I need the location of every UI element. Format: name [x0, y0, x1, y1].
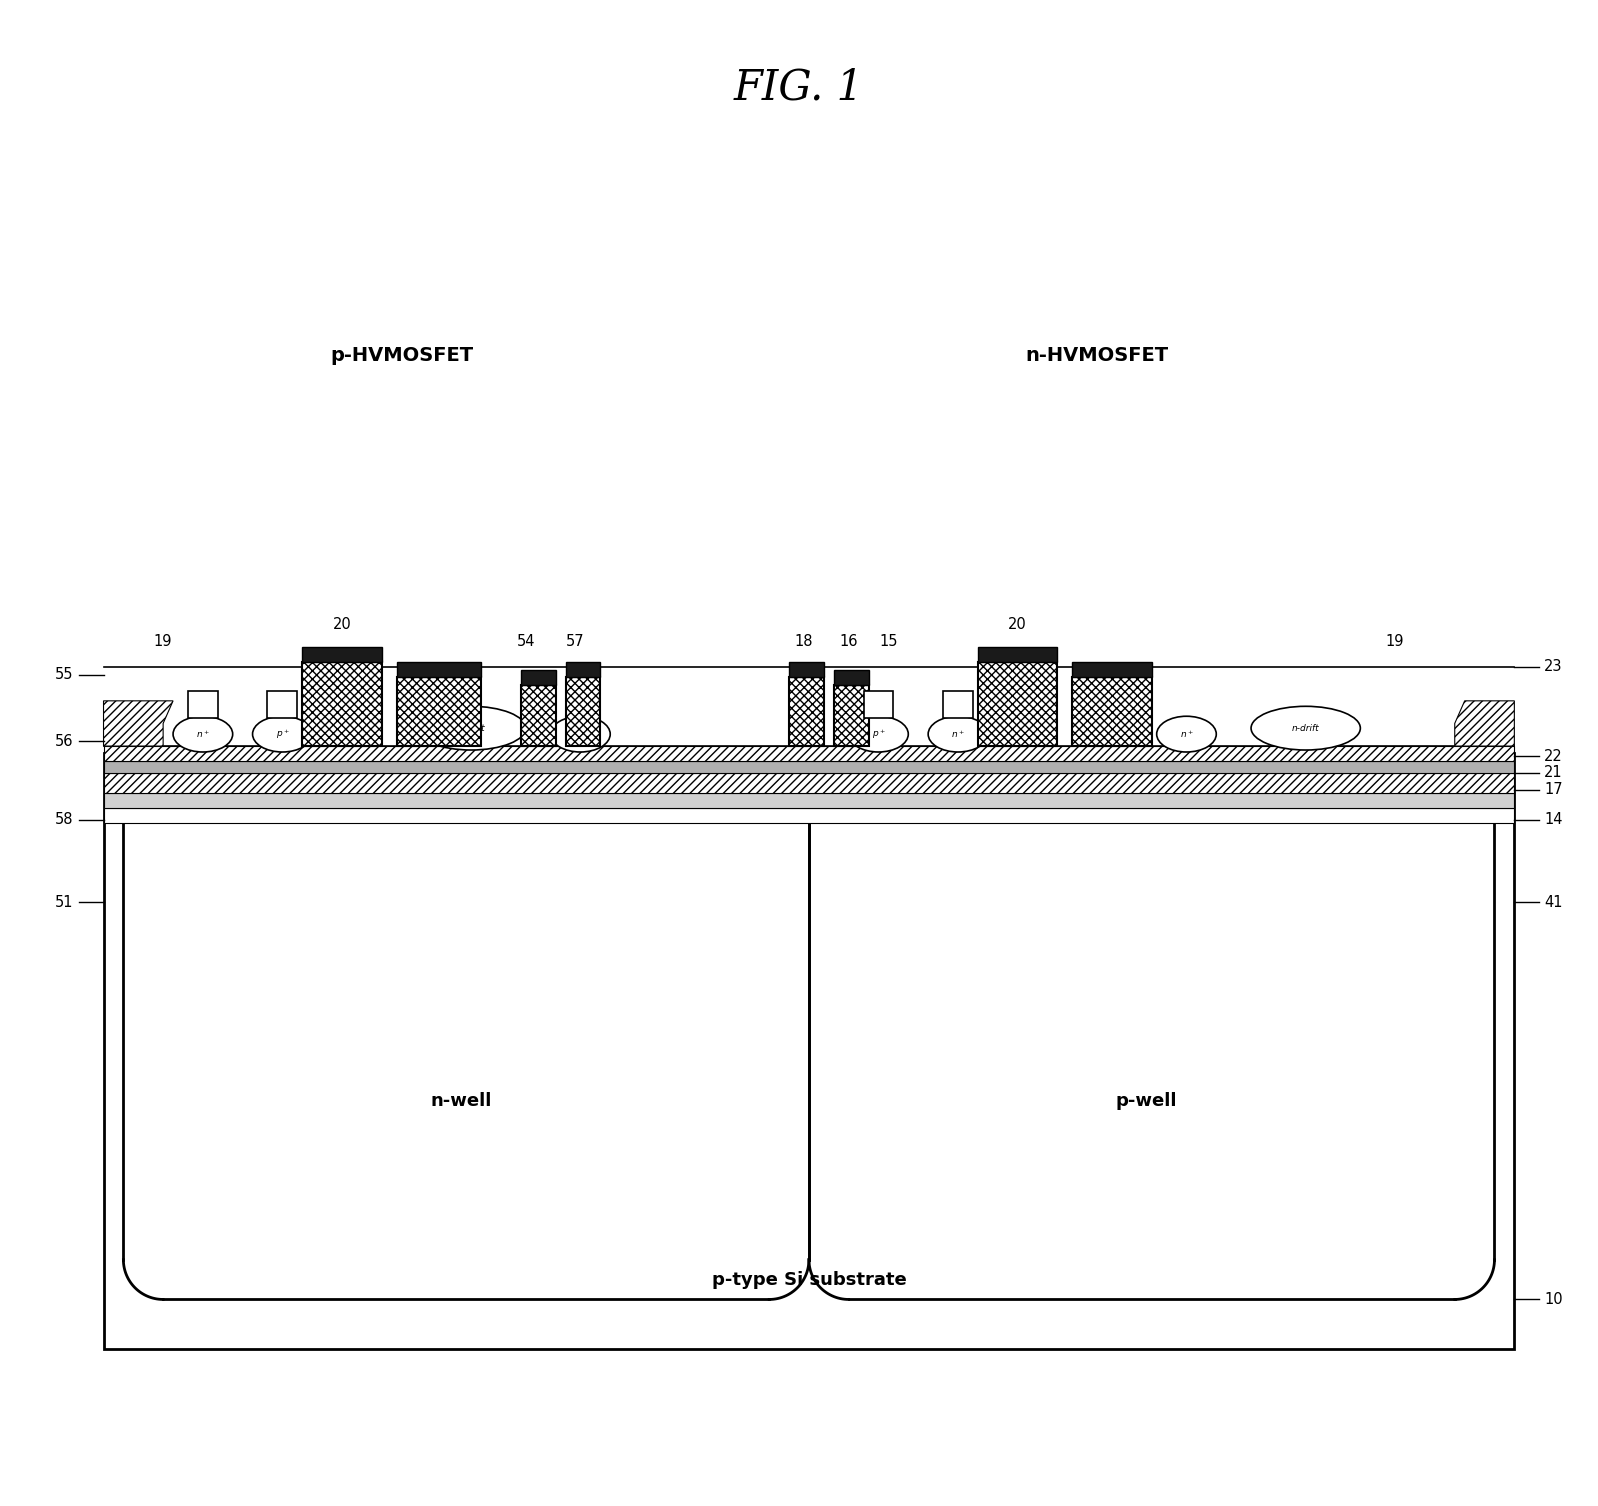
Polygon shape	[396, 676, 481, 745]
Text: n$^+$: n$^+$	[1179, 729, 1194, 739]
Polygon shape	[189, 691, 217, 718]
Polygon shape	[104, 745, 1515, 761]
Polygon shape	[267, 691, 297, 718]
Text: n$^+$: n$^+$	[951, 729, 965, 739]
Polygon shape	[566, 663, 601, 676]
Text: 55: 55	[56, 667, 74, 682]
Text: n-drift: n-drift	[1291, 724, 1320, 732]
Polygon shape	[566, 676, 601, 745]
Text: 41: 41	[1544, 895, 1563, 910]
Text: 23: 23	[1544, 660, 1563, 675]
Text: 17: 17	[1544, 782, 1563, 797]
Text: n$^+$: n$^+$	[197, 729, 209, 739]
Text: 20: 20	[1008, 617, 1028, 633]
Ellipse shape	[551, 717, 610, 751]
Text: n-HVMOSFET: n-HVMOSFET	[1026, 346, 1168, 364]
Text: p$^+$: p$^+$	[871, 727, 885, 741]
Text: 21: 21	[1544, 765, 1563, 780]
Text: p-well: p-well	[1115, 1092, 1178, 1110]
Polygon shape	[302, 661, 382, 745]
Text: 56: 56	[56, 733, 74, 748]
Ellipse shape	[252, 717, 312, 751]
Polygon shape	[1072, 676, 1152, 745]
Polygon shape	[978, 646, 1058, 661]
Polygon shape	[834, 670, 869, 685]
Polygon shape	[521, 685, 556, 745]
Polygon shape	[104, 807, 1515, 822]
Text: 58: 58	[56, 812, 74, 827]
Text: 14: 14	[1544, 812, 1563, 827]
Polygon shape	[943, 691, 973, 718]
Text: 20: 20	[332, 617, 352, 633]
Polygon shape	[1454, 700, 1515, 745]
Text: 22: 22	[1544, 748, 1563, 764]
Text: n-well: n-well	[430, 1092, 492, 1110]
Ellipse shape	[173, 717, 233, 751]
Text: p-HVMOSFET: p-HVMOSFET	[331, 346, 473, 364]
Polygon shape	[789, 676, 825, 745]
Text: 19: 19	[1385, 634, 1405, 649]
Polygon shape	[521, 670, 556, 685]
Ellipse shape	[1251, 706, 1360, 750]
Text: 16: 16	[839, 634, 858, 649]
Ellipse shape	[417, 706, 526, 750]
Text: FIG. 1: FIG. 1	[733, 66, 865, 108]
Polygon shape	[789, 663, 825, 676]
Text: 15: 15	[879, 634, 898, 649]
Text: p-type Si substrate: p-type Si substrate	[711, 1271, 906, 1289]
Ellipse shape	[928, 717, 988, 751]
Polygon shape	[302, 646, 382, 661]
Polygon shape	[104, 773, 1515, 792]
Ellipse shape	[849, 717, 908, 751]
Polygon shape	[834, 685, 869, 745]
Ellipse shape	[1157, 717, 1216, 751]
Polygon shape	[396, 663, 481, 676]
Polygon shape	[863, 691, 893, 718]
Text: p$^+$: p$^+$	[574, 727, 586, 741]
Polygon shape	[104, 667, 1515, 745]
Text: p$^+$: p$^+$	[275, 727, 289, 741]
Text: 51: 51	[56, 895, 74, 910]
Polygon shape	[104, 700, 173, 745]
Text: 19: 19	[153, 634, 173, 649]
Text: 10: 10	[1544, 1292, 1563, 1307]
Polygon shape	[104, 761, 1515, 773]
Polygon shape	[978, 661, 1058, 745]
Text: 54: 54	[516, 634, 535, 649]
Polygon shape	[104, 792, 1515, 807]
Text: p-drift: p-drift	[457, 724, 484, 732]
Polygon shape	[1072, 663, 1152, 676]
Text: 18: 18	[794, 634, 813, 649]
Text: 57: 57	[566, 634, 585, 649]
Polygon shape	[104, 753, 1515, 1349]
